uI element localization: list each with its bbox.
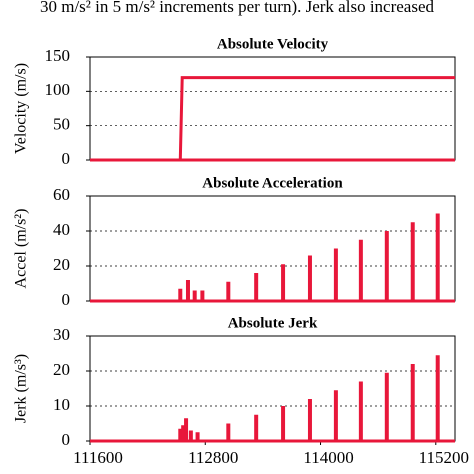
spike	[358, 239, 363, 301]
spike	[281, 406, 286, 441]
spike	[226, 423, 231, 441]
x-tick-label: 111600	[73, 448, 123, 467]
y-tick-label: 50	[53, 115, 70, 134]
spike	[333, 248, 338, 301]
plot-frame	[89, 56, 456, 161]
spike	[184, 418, 189, 441]
x-tick-label: 112800	[188, 448, 238, 467]
spike	[333, 390, 338, 441]
spike	[254, 273, 259, 301]
panel-title: Absolute Jerk	[228, 315, 318, 331]
spike	[192, 290, 197, 301]
spike	[195, 432, 200, 441]
y-axis-label: Velocity (m/s)	[13, 63, 30, 154]
spike	[188, 430, 193, 441]
y-tick-label: 0	[62, 290, 71, 309]
y-axis-label: Jerk (m/s³)	[13, 354, 30, 423]
y-tick-label: 10	[53, 395, 70, 414]
panel-title: Absolute Acceleration	[202, 175, 343, 191]
panel-title: Absolute Velocity	[217, 36, 329, 52]
spike	[178, 288, 183, 301]
y-tick-label: 150	[45, 46, 71, 65]
x-tick-label: 114000	[303, 448, 353, 467]
y-tick-label: 20	[53, 360, 70, 379]
y-tick-label: 60	[53, 185, 70, 204]
y-tick-label: 100	[45, 80, 71, 99]
spike	[307, 399, 312, 441]
spike	[307, 255, 312, 301]
y-tick-label: 0	[62, 430, 71, 449]
spike	[384, 231, 389, 301]
spike	[181, 425, 186, 441]
spike	[254, 414, 259, 441]
y-tick-label: 0	[62, 149, 71, 168]
spike	[200, 290, 205, 301]
caption: 30 m/s² in 5 m/s² increments per turn). …	[40, 0, 435, 16]
spike	[281, 264, 286, 301]
spike	[410, 364, 415, 441]
spike	[226, 281, 231, 301]
y-tick-label: 30	[53, 325, 70, 344]
spike	[384, 372, 389, 441]
spike	[410, 222, 415, 301]
y-axis-label: Accel (m/s²)	[13, 209, 30, 289]
x-tick-label: 115200	[419, 448, 469, 467]
spike	[358, 381, 363, 441]
plot-frame	[89, 335, 456, 442]
spike	[178, 428, 183, 441]
plot-frame	[89, 195, 456, 302]
velocity-line	[90, 76, 455, 162]
spike	[435, 213, 440, 301]
y-tick-label: 20	[53, 255, 70, 274]
y-tick-label: 40	[53, 220, 70, 239]
spike	[185, 280, 190, 301]
spike	[435, 355, 440, 441]
